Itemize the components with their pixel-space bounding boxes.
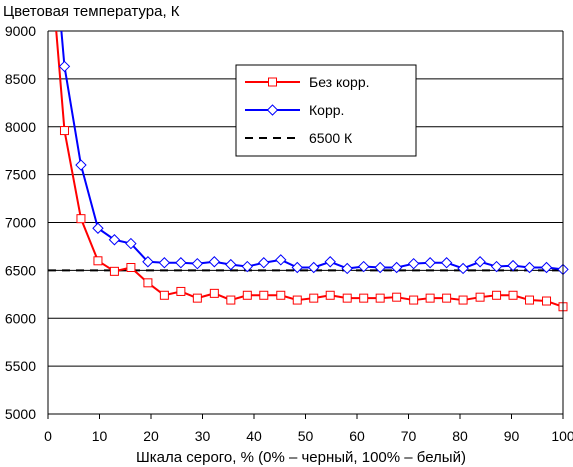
series-0-point-4 <box>126 263 136 273</box>
x-tick-label-90: 90 <box>504 428 520 444</box>
series-1-point-27 <box>507 259 519 272</box>
series-0-point-2 <box>93 256 103 266</box>
series-0-point-13 <box>276 290 286 300</box>
y-tick-label-9000: 9000 <box>5 23 36 39</box>
series-1-point-5 <box>142 256 154 268</box>
series-0-point-11 <box>242 290 252 300</box>
x-tick-label-0: 0 <box>44 428 52 444</box>
series-0-point-3 <box>109 266 119 276</box>
x-tick-label-70: 70 <box>401 428 417 444</box>
series-1-point-10 <box>225 258 237 271</box>
series-1-point-19 <box>374 261 386 274</box>
legend-marker-0 <box>268 77 277 87</box>
series-0-point-8 <box>192 293 202 303</box>
series-1-point-15 <box>308 261 320 274</box>
series-0-point-15 <box>309 293 319 303</box>
x-tick-label-40: 40 <box>246 428 262 444</box>
series-1 <box>58 30 569 276</box>
series-0-point-16 <box>325 290 335 300</box>
series-1-point-4 <box>125 237 137 250</box>
x-tick-labels: 0 10 20 30 40 50 60 70 80 90 100 <box>44 428 573 444</box>
y-tick-label-5500: 5500 <box>5 358 36 374</box>
y-tick-label-5000: 5000 <box>5 406 36 422</box>
series-0-point-1 <box>76 214 86 224</box>
x-tick-label-100: 100 <box>551 428 573 444</box>
y-tick-label-8000: 8000 <box>5 119 36 135</box>
series-1-point-11 <box>241 260 254 273</box>
y-tick-label-8500: 8500 <box>5 71 36 87</box>
legend-label-1: Корр. <box>309 102 344 118</box>
series-0-point-14 <box>292 295 302 305</box>
series-0-point-26 <box>492 290 502 300</box>
series-1-point-12 <box>258 257 270 269</box>
series-1-point-21 <box>407 257 420 270</box>
series-1-point-0 <box>58 60 71 73</box>
series-1-point-6 <box>158 257 171 269</box>
y-tick-label-7000: 7000 <box>5 215 36 231</box>
series-1-point-18 <box>357 260 370 273</box>
series-1-point-23 <box>440 257 453 269</box>
series-0-point-5 <box>143 278 153 288</box>
series-0-point-19 <box>375 293 385 303</box>
series-0-point-9 <box>209 288 219 298</box>
series-0-point-28 <box>525 295 535 305</box>
series-0-point-23 <box>442 293 452 303</box>
series-0-point-10 <box>226 295 236 305</box>
series-1-point-24 <box>457 262 469 275</box>
x-tick-label-20: 20 <box>143 428 159 444</box>
series-1-point-7 <box>175 257 187 269</box>
y-tick-label-6000: 6000 <box>5 310 36 326</box>
x-axis-label: Шкала серого, % (0% – черный, 100% – бел… <box>136 449 466 466</box>
series-0-point-27 <box>508 290 518 300</box>
series-1-point-25 <box>474 256 486 268</box>
series-0-point-29 <box>542 296 552 306</box>
y-tick-label-6500: 6500 <box>5 262 36 278</box>
legend: Без корр. Корр. 6500 К <box>235 64 417 157</box>
series-1-point-9 <box>208 256 221 268</box>
series-0-point-17 <box>342 293 352 303</box>
series-0-point-6 <box>159 290 169 300</box>
y-tick-label-7500: 7500 <box>5 167 36 183</box>
series-1-point-16 <box>324 256 336 268</box>
series-1-point-2 <box>92 222 104 234</box>
legend-label-2: 6500 К <box>309 130 353 146</box>
x-tick-label-80: 80 <box>452 428 468 444</box>
series-1-point-13 <box>275 254 287 266</box>
series-0-point-12 <box>259 290 269 300</box>
series-0-point-7 <box>176 286 186 296</box>
series-1-point-26 <box>490 260 503 273</box>
series-0-point-24 <box>458 295 468 305</box>
series-1-point-29 <box>540 261 553 274</box>
series-group <box>55 30 569 312</box>
series-0-point-20 <box>392 292 402 302</box>
series-1-point-1 <box>75 159 87 171</box>
legend-marker-1 <box>266 104 279 116</box>
axes <box>47 31 564 419</box>
x-tick-label-60: 60 <box>349 428 365 444</box>
series-1-point-3 <box>108 234 121 246</box>
series-0-point-22 <box>425 293 435 303</box>
series-1-point-8 <box>191 257 204 270</box>
x-tick-label-30: 30 <box>195 428 211 444</box>
x-tick-label-50: 50 <box>298 428 314 444</box>
series-1-point-14 <box>291 261 303 274</box>
series-1-point-22 <box>424 257 436 269</box>
series-0-point-25 <box>475 292 485 302</box>
y-tick-labels: 5000 5500 6000 6500 7000 7500 8000 8500 9000 <box>5 23 36 422</box>
chart-title: Цветовая температура, К <box>3 3 180 20</box>
series-0-point-0 <box>59 126 69 136</box>
series-0 <box>55 30 568 312</box>
legend-label-0: Без корр. <box>309 74 370 90</box>
series-0-point-18 <box>359 293 369 303</box>
series-1-point-17 <box>341 262 353 275</box>
series-0-point-21 <box>409 295 419 305</box>
x-tick-label-10: 10 <box>92 428 108 444</box>
series-1-point-28 <box>523 261 536 274</box>
series-1-point-20 <box>390 261 403 274</box>
